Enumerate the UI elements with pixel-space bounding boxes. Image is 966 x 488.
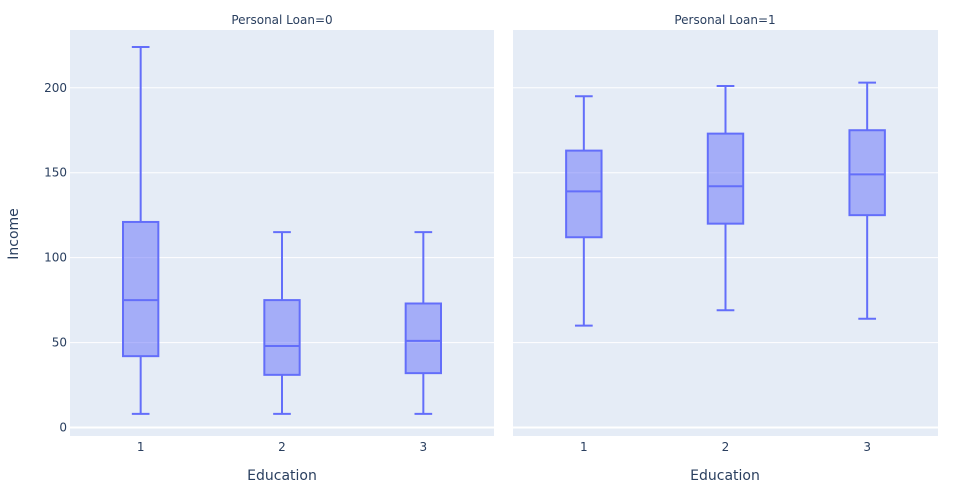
iqr-box (706, 132, 745, 225)
box-series (565, 81, 886, 327)
iqr-box (263, 299, 301, 376)
box-series (122, 45, 442, 415)
y-tick-label: 50 (52, 336, 67, 350)
iqr-box (122, 220, 160, 358)
iqr-box (848, 129, 886, 217)
y-axis-title: Income (6, 208, 22, 260)
x-axis-title: Education (690, 468, 760, 484)
x-tick-labels: 1 2 3 (137, 440, 427, 454)
x-axis-title: Education (247, 468, 317, 484)
x-tick-label: 2 (278, 440, 286, 454)
facet-personal-loan-0: Personal Loan=0 0 50 100 150 200 1 2 3 Educati… (44, 13, 494, 484)
box-2 (263, 231, 301, 415)
y-tick-label: 0 (59, 421, 67, 435)
facet-title: Personal Loan=1 (674, 13, 775, 27)
facet-personal-loan-1: Personal Loan=1 1 2 3 Education (513, 13, 938, 484)
y-tick-labels: 0 50 100 150 200 (44, 81, 67, 435)
facet-title: Personal Loan=0 (231, 13, 332, 27)
box-3 (848, 81, 886, 320)
iqr-box (404, 302, 442, 375)
x-tick-labels: 1 2 3 (580, 440, 871, 454)
box-1 (565, 95, 603, 327)
y-tick-label: 150 (44, 166, 67, 180)
box-2 (706, 85, 745, 312)
x-tick-label: 1 (580, 440, 588, 454)
y-tick-label: 200 (44, 81, 67, 95)
x-tick-label: 1 (137, 440, 145, 454)
x-tick-label: 2 (722, 440, 730, 454)
iqr-box (565, 149, 603, 239)
x-tick-label: 3 (420, 440, 428, 454)
box-1 (122, 45, 160, 415)
y-tick-label: 100 (44, 251, 67, 265)
box-3 (404, 231, 442, 415)
x-tick-label: 3 (863, 440, 871, 454)
